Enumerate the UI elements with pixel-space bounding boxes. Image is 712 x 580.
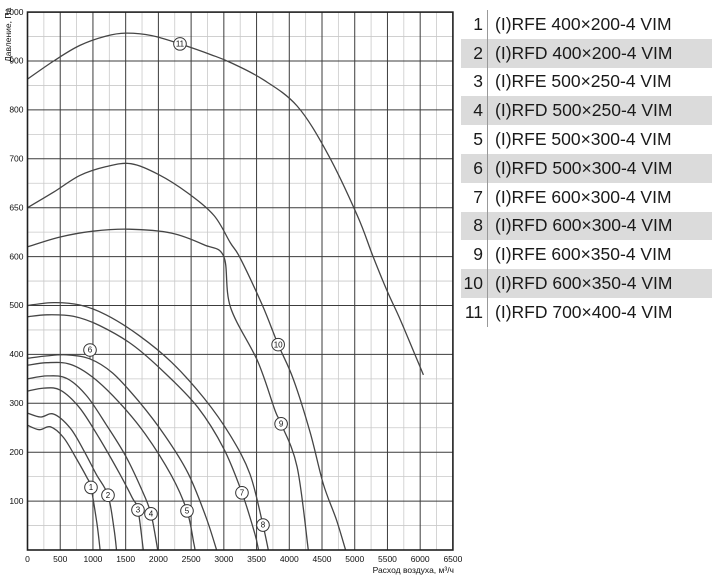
legend-row-number: 11 xyxy=(464,301,483,322)
y-tick-label: 1000 xyxy=(5,7,24,17)
curve-label-text-4: 4 xyxy=(149,509,154,518)
x-tick-label: 0 xyxy=(25,554,30,564)
legend-row-number: 5 xyxy=(473,129,483,150)
legend-row-label: (I)RFD 400×200-4 VIM xyxy=(487,38,673,68)
fan-curve-5 xyxy=(27,361,196,551)
x-tick-label: 1000 xyxy=(83,554,102,564)
x-tick-label: 3000 xyxy=(214,554,233,564)
curve-label-circle-4 xyxy=(144,507,158,521)
fan-curve-2 xyxy=(27,412,118,551)
legend-row-number: 6 xyxy=(473,157,483,178)
curve-label-text-8: 8 xyxy=(261,521,266,530)
fan-curve-4 xyxy=(27,375,159,551)
curve-label-circle-6 xyxy=(83,343,97,357)
x-tick-label: 4000 xyxy=(280,554,299,564)
curve-label-text-3: 3 xyxy=(136,506,141,515)
legend-row-number: 2 xyxy=(473,42,483,63)
legend-row-label: (I)RFD 600×350-4 VIM xyxy=(487,269,673,298)
curve-label-text-2: 2 xyxy=(106,491,111,500)
y-tick-label: 400 xyxy=(9,349,23,359)
y-tick-label: 700 xyxy=(9,154,23,164)
x-axis-title: Расход воздуха, м³/ч xyxy=(373,565,454,575)
curve-label-text-5: 5 xyxy=(185,507,190,516)
y-tick-label: 100 xyxy=(9,496,23,506)
legend-row: 1 (I)RFE 400×200-4 VIM xyxy=(461,10,712,39)
legend-row: 5 (I)RFE 500×300-4 VIM xyxy=(461,125,712,154)
x-tick-label: 5500 xyxy=(378,554,397,564)
legend-row-label: (I)RFE 400×200-4 VIM xyxy=(487,10,672,39)
y-tick-label: 500 xyxy=(9,300,23,310)
fan-curve-8 xyxy=(27,301,269,551)
legend-row-label: (I)RFD 500×300-4 VIM xyxy=(487,153,673,183)
legend-row-label: (I)RFE 500×300-4 VIM xyxy=(487,125,672,154)
x-tick-label: 6500 xyxy=(443,554,462,564)
x-tick-label: 3500 xyxy=(247,554,266,564)
legend-row: 3 (I)RFE 500×250-4 VIM xyxy=(461,67,712,97)
legend-row-number: 3 xyxy=(473,71,483,92)
curve-label-circle-8 xyxy=(256,518,270,532)
legend-row-number: 1 xyxy=(473,13,483,34)
model-legend: 1 (I)RFE 400×200-4 VIM 2 (I)RFD 400×200-4 … xyxy=(461,10,712,327)
y-axis-title: Давление, Па xyxy=(3,8,13,62)
curve-label-text-6: 6 xyxy=(88,346,93,355)
x-tick-label: 6000 xyxy=(411,554,430,564)
legend-row-label: (I)RFD 600×300-4 VIM xyxy=(487,211,673,241)
curve-label-circle-1 xyxy=(84,480,98,495)
y-tick-label: 200 xyxy=(9,447,23,457)
legend-row: 4 (I)RFD 500×250-4 VIM xyxy=(461,96,712,126)
x-tick-label: 4500 xyxy=(313,554,332,564)
legend-row-label: (I)RFE 600×350-4 VIM xyxy=(487,240,672,270)
curve-label-text-10: 10 xyxy=(274,340,283,349)
curve-label-circle-7 xyxy=(235,485,249,500)
curve-label-circle-10 xyxy=(271,337,285,352)
fan-curve-10 xyxy=(27,162,347,551)
fan-curve-6 xyxy=(27,354,218,551)
y-tick-label: 800 xyxy=(9,105,23,115)
legend-row: 2 (I)RFD 400×200-4 VIM xyxy=(461,38,712,68)
legend-row: 9 (I)RFE 600×350-4 VIM xyxy=(461,240,712,270)
legend-row-label: (I)RFE 600×300-4 VIM xyxy=(487,182,672,212)
chart-generated-content: 1 2 3 4 5 6 7 8 9 10 11 0 500 1000 1500 2000 2500 3000 350… xyxy=(5,7,462,564)
x-tick-label: 2500 xyxy=(182,554,201,564)
fan-curve-11 xyxy=(27,32,424,376)
legend-row: 10 (I)RFD 600×350-4 VIM xyxy=(461,269,712,298)
curve-label-text-7: 7 xyxy=(240,488,245,497)
curve-label-text-9: 9 xyxy=(279,419,284,428)
legend-row-label: (I)RFD 700×400-4 VIM xyxy=(487,297,673,327)
y-tick-label: 300 xyxy=(9,398,23,408)
fan-curve-1 xyxy=(27,424,101,551)
legend-row: 11 (I)RFD 700×400-4 VIM xyxy=(461,297,712,327)
legend-row-number: 9 xyxy=(473,244,483,265)
fan-curve-7 xyxy=(27,314,260,551)
x-tick-label: 1500 xyxy=(116,554,135,564)
fan-performance-chart: 1 2 3 4 5 6 7 8 9 10 11 0 500 1000 1500 2000 2500 3000 350… xyxy=(3,7,462,575)
curve-label-circle-3 xyxy=(131,503,145,517)
fan-curves xyxy=(27,32,424,551)
legend-row: 7 (I)RFE 600×300-4 VIM xyxy=(461,182,712,212)
curve-label-circle-2 xyxy=(101,488,115,503)
legend-row-label: (I)RFD 500×250-4 VIM xyxy=(487,96,673,126)
fan-curve-9 xyxy=(27,228,309,551)
legend-row-number: 7 xyxy=(473,186,483,207)
curve-label-text-11: 11 xyxy=(176,40,185,49)
curve-label-circle-11 xyxy=(173,37,187,51)
x-tick-label: 500 xyxy=(53,554,67,564)
legend-row-label: (I)RFE 500×250-4 VIM xyxy=(487,67,672,97)
y-tick-label: 600 xyxy=(9,251,23,261)
legend-row-number: 8 xyxy=(473,215,483,236)
plot-border xyxy=(26,11,454,551)
legend-row-number: 10 xyxy=(463,273,483,294)
legend-row: 6 (I)RFD 500×300-4 VIM xyxy=(461,153,712,183)
curve-label-circle-5 xyxy=(180,504,194,518)
y-tick-label: 650 xyxy=(9,202,23,212)
x-tick-label: 5000 xyxy=(345,554,364,564)
legend-row-number: 4 xyxy=(473,100,483,121)
curve-label-circle-9 xyxy=(274,417,288,431)
legend-row: 8 (I)RFD 600×300-4 VIM xyxy=(461,211,712,241)
x-tick-label: 2000 xyxy=(149,554,168,564)
curve-label-text-1: 1 xyxy=(89,483,94,492)
y-tick-label: 900 xyxy=(9,56,23,66)
